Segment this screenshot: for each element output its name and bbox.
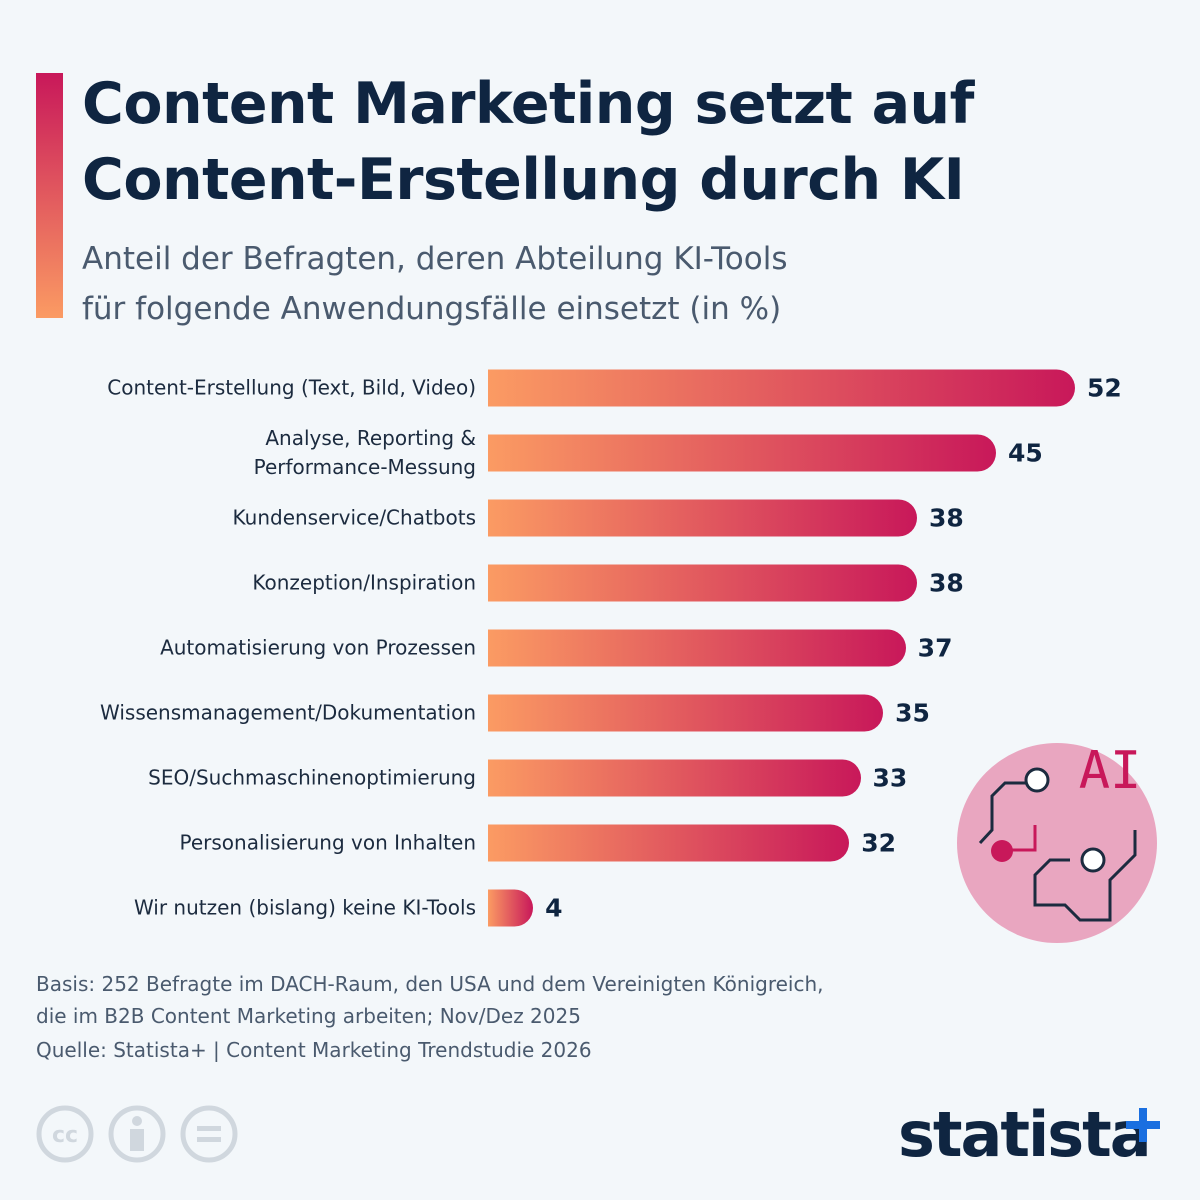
- value-label: 38: [928, 568, 964, 598]
- value-label: 45: [1007, 438, 1043, 468]
- note: Basis: 252 Befragte im DACH-Raum, den US…: [36, 972, 824, 1028]
- bar: [488, 824, 850, 862]
- source: Quelle: Statista+ | Content Marketing Tr…: [36, 1038, 592, 1062]
- bar: [488, 759, 861, 797]
- value-label: 33: [872, 763, 908, 793]
- chart-subtitle: Anteil der Befragten, deren Abteilung KI…: [82, 241, 788, 327]
- license-text: cc: [52, 1123, 78, 1148]
- bar: [488, 694, 884, 732]
- chart-title: Content Marketing setzt auf Content-Erst…: [82, 71, 974, 213]
- bar: [488, 564, 917, 602]
- category-label: Kundenservice/Chatbots: [232, 505, 476, 530]
- license-icons: cc: [36, 1105, 238, 1163]
- value-label: 32: [861, 828, 897, 858]
- value-label: 37: [917, 633, 953, 663]
- brand-plus: [1126, 1108, 1160, 1142]
- category-label: Content-Erstellung (Text, Bild, Video): [107, 375, 476, 400]
- bar: [488, 499, 917, 537]
- ai-icon: AI: [957, 741, 1157, 943]
- icon-text: AI: [1079, 741, 1142, 801]
- value-label: 52: [1087, 373, 1122, 403]
- category-label: Personalisierung von Inhalten: [179, 830, 476, 855]
- category-label: Automatisierung von Prozessen: [160, 635, 476, 660]
- value-label: 4: [545, 893, 563, 923]
- value-label: 35: [895, 698, 930, 728]
- bar: [488, 629, 906, 667]
- value-label: 38: [928, 503, 964, 533]
- bar: [488, 434, 996, 472]
- category-label: Wissensmanagement/Dokumentation: [100, 700, 476, 725]
- bar: [488, 889, 534, 927]
- category-label: Analyse, Reporting & Performance-Messung: [253, 426, 476, 479]
- category-label: Konzeption/Inspiration: [252, 570, 476, 595]
- bar: [488, 369, 1075, 407]
- category-label: Wir nutzen (bislang) keine KI-Tools: [133, 895, 476, 920]
- accent-bar: [36, 73, 63, 318]
- category-label: SEO/Suchmaschinenoptimierung: [148, 765, 476, 790]
- brand: statista: [898, 1098, 1160, 1171]
- brand-text: statista: [898, 1098, 1152, 1171]
